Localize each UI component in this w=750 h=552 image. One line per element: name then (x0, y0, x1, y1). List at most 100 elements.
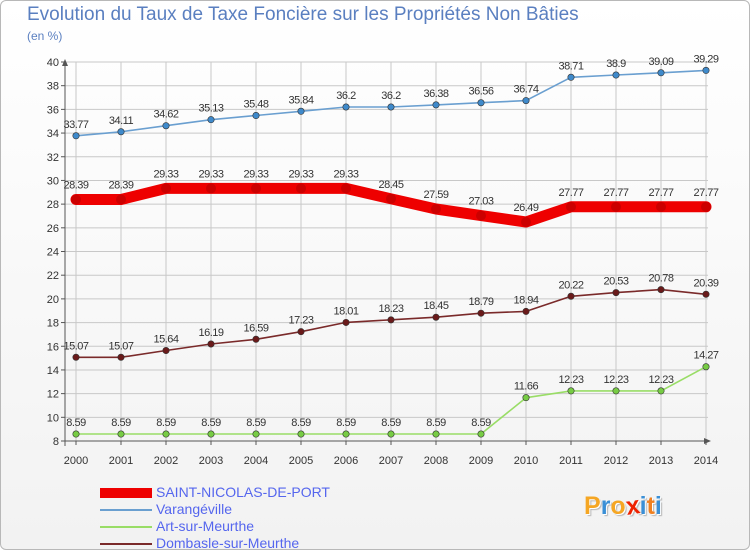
data-label: 28.45 (378, 179, 403, 191)
proxiti-logo: Proxiti (584, 491, 662, 521)
y-tick-label: 18 (47, 318, 59, 330)
data-label: 18.79 (468, 296, 493, 308)
data-label: 20.78 (648, 273, 673, 285)
x-tick-label: 2005 (289, 455, 313, 467)
legend-swatch (100, 509, 152, 511)
y-tick-label: 36 (47, 104, 59, 116)
data-point (612, 289, 620, 297)
y-tick-label: 26 (47, 223, 59, 235)
data-label: 17.23 (288, 315, 313, 327)
y-tick-label: 28 (47, 199, 59, 211)
y-tick-label: 22 (47, 270, 59, 282)
data-point (206, 183, 216, 194)
data-label: 29.33 (153, 168, 178, 180)
data-point (656, 201, 666, 212)
x-tick-label: 2001 (109, 455, 133, 467)
data-point (71, 194, 81, 205)
data-label: 36.56 (468, 86, 493, 98)
data-label: 35.84 (288, 94, 313, 106)
y-tick-label: 30 (47, 175, 59, 187)
data-label: 27.77 (558, 187, 583, 199)
data-point (612, 387, 620, 395)
logo-letter: o (610, 492, 626, 520)
data-label: 15.64 (153, 334, 178, 346)
data-point (341, 183, 351, 194)
data-label: 27.77 (693, 187, 718, 199)
data-point (72, 430, 80, 438)
data-point (296, 183, 306, 194)
y-axis-arrow (62, 59, 68, 66)
data-point (207, 116, 215, 124)
data-label: 29.33 (288, 168, 313, 180)
x-tick-label: 2006 (334, 455, 358, 467)
data-label: 38.9 (606, 58, 626, 70)
y-tick-label: 14 (47, 365, 59, 377)
logo-letter: i (654, 492, 662, 520)
legend-swatch (100, 526, 152, 528)
data-label: 8.59 (201, 417, 221, 429)
data-point (702, 363, 710, 371)
data-point (567, 387, 575, 395)
legend-label: SAINT-NICOLAS-DE-PORT (156, 484, 330, 500)
data-point (522, 97, 530, 105)
y-tick-label: 10 (47, 412, 59, 424)
data-label: 20.39 (693, 277, 718, 289)
data-label: 18.94 (513, 294, 538, 306)
data-label: 36.74 (513, 84, 538, 96)
data-label: 8.59 (336, 417, 356, 429)
x-tick-label: 2011 (559, 455, 583, 467)
data-label: 33.77 (63, 119, 88, 131)
data-point (522, 307, 530, 315)
data-label: 20.22 (558, 279, 583, 291)
data-label: 27.03 (468, 196, 493, 208)
x-tick-label: 2009 (469, 455, 493, 467)
x-tick-label: 2002 (154, 455, 178, 467)
y-tick-label: 16 (47, 341, 59, 353)
data-label: 14.27 (693, 350, 718, 362)
data-label: 27.59 (423, 189, 448, 201)
data-point (432, 430, 440, 438)
data-point (387, 103, 395, 111)
data-point (297, 328, 305, 336)
data-point (117, 430, 125, 438)
data-point (162, 430, 170, 438)
data-label: 36.2 (336, 90, 356, 102)
data-label: 18.01 (333, 305, 358, 317)
data-label: 11.66 (514, 381, 539, 393)
x-tick-label: 2003 (199, 455, 223, 467)
data-label: 29.33 (333, 168, 358, 180)
data-label: 28.39 (108, 180, 133, 192)
data-label: 8.59 (291, 417, 311, 429)
data-point (702, 66, 710, 74)
data-point (207, 430, 215, 438)
data-point (252, 430, 260, 438)
data-label: 29.33 (198, 168, 223, 180)
x-tick-label: 2004 (244, 455, 268, 467)
data-label: 18.45 (423, 300, 448, 312)
data-label: 8.59 (426, 417, 446, 429)
data-point (567, 73, 575, 81)
data-label: 18.23 (378, 303, 403, 315)
data-point (522, 394, 530, 402)
y-tick-label: 40 (47, 57, 59, 69)
x-tick-label: 2013 (649, 455, 673, 467)
data-label: 27.77 (648, 187, 673, 199)
data-point (72, 132, 80, 140)
data-point (342, 103, 350, 111)
logo-letter: t (646, 492, 655, 520)
data-label: 36.38 (423, 88, 448, 100)
data-point (162, 347, 170, 355)
data-label: 34.62 (153, 109, 178, 121)
data-point (342, 318, 350, 326)
legend-swatch (100, 488, 152, 498)
data-label: 8.59 (246, 417, 266, 429)
data-label: 8.59 (111, 417, 131, 429)
data-point (387, 316, 395, 324)
y-tick-label: 12 (47, 389, 59, 401)
data-point (116, 194, 126, 205)
data-point (386, 193, 396, 204)
data-label: 35.48 (243, 99, 268, 111)
x-tick-label: 2007 (379, 455, 403, 467)
data-label: 15.07 (63, 340, 88, 352)
x-tick-label: 2000 (64, 455, 88, 467)
